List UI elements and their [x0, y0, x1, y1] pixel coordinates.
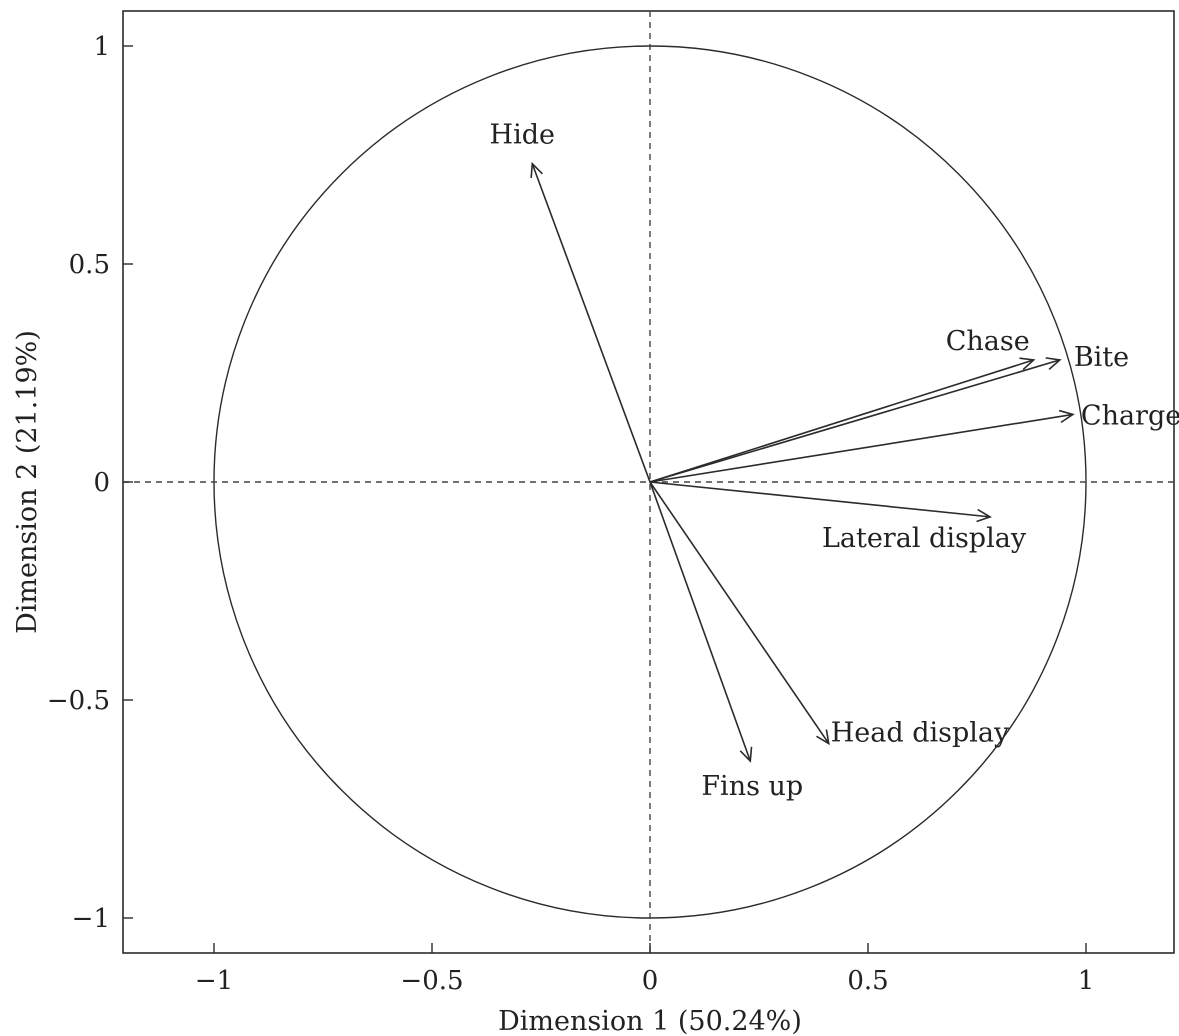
vector-label: Charge: [1081, 400, 1179, 431]
x-tick-label: 0.5: [847, 966, 888, 996]
vector-label: Chase: [946, 326, 1030, 357]
loading-vectors: Hide Chase Bite Charge Lateral display Head d…: [490, 120, 1179, 802]
x-tick-label: −1: [195, 966, 233, 996]
vector-label: Hide: [490, 120, 555, 151]
vector-lateral-display: [649, 481, 992, 523]
vector-hide: [530, 161, 651, 483]
vector-head-display: [649, 481, 830, 746]
x-tick-label: 1: [1078, 966, 1095, 996]
vector-fins-up: [649, 481, 753, 763]
vector-label: Head display: [831, 718, 1010, 749]
y-tick-label: 0.5: [69, 250, 110, 280]
vector-label: Fins up: [701, 771, 803, 802]
y-tick-label: 1: [93, 32, 110, 62]
y-tick-label: −0.5: [47, 686, 110, 716]
vector-charge: [649, 409, 1075, 483]
x-axis-ticks: −1 −0.5 0 0.5 1: [195, 943, 1094, 996]
vector-label: Lateral display: [822, 523, 1027, 554]
vector-label: Bite: [1074, 342, 1129, 373]
x-tick-label: −0.5: [400, 966, 463, 996]
vector-bite: [649, 357, 1062, 483]
vector-chase: [649, 357, 1036, 483]
y-tick-label: −1: [72, 904, 110, 934]
y-axis-ticks: −1 −0.5 0 0.5 1: [47, 32, 133, 934]
y-axis-label: Dimension 2 (21.19%): [12, 330, 43, 634]
x-axis-label: Dimension 1 (50.24%): [498, 1006, 802, 1036]
y-tick-label: 0: [93, 468, 110, 498]
x-tick-label: 0: [642, 966, 659, 996]
